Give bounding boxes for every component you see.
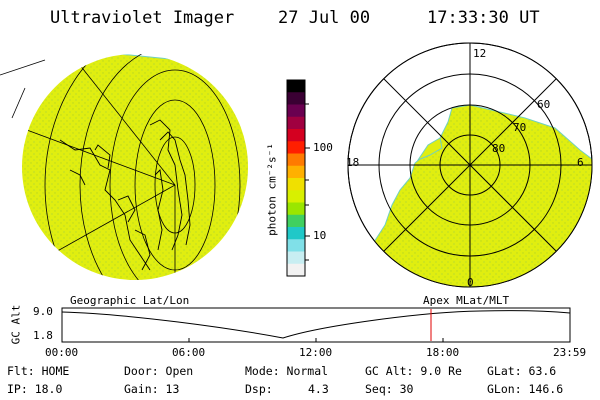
colorbar-segment [287,190,305,203]
colorbar-tick-100: 100 [313,141,333,154]
x-tick-2359: 23:59 [553,346,587,359]
timeline-plot [61,307,571,343]
colorbar-segment [287,214,305,228]
polar-grid [347,42,593,288]
colorbar-segment [287,129,305,142]
colorbar-segment [287,251,305,265]
timeline-left-label: Geographic Lat/Lon [70,294,190,307]
status-gcalt: GC Alt: 9.0 Re [365,364,462,378]
colorbar-segment [287,104,305,118]
y-tick-high: 9.0 [33,305,53,318]
status-glon: GLon: 146.6 [487,382,564,396]
colorbar-unit-label: photon cm⁻²s⁻¹ [265,143,279,236]
colorbar-segment [287,239,305,252]
status-ip: IP: 18.0 [7,382,63,396]
polar-plot [347,42,593,288]
gc-alt-axis-title: GC Alt [9,304,23,345]
colorbar-segment [287,178,305,191]
colorbar [286,79,306,277]
lat-label-80: 80 [492,142,506,155]
colorbar-segment [287,202,305,216]
colorbar-ticks [305,103,310,261]
gc-alt-curve [61,310,571,339]
lat-label-60: 60 [537,98,551,111]
colorbar-tick-10: 10 [313,229,327,242]
colorbar-segment [287,141,305,154]
x-tick-0600: 06:00 [172,346,206,359]
colorbar-segment [287,92,305,105]
date-label: 27 Jul 00 [278,8,371,28]
instrument-title: Ultraviolet Imager [50,8,235,28]
y-tick-low: 1.8 [33,329,53,342]
colorbar-segment [287,165,305,179]
timeline-right-label: Apex MLat/MLT [423,294,510,307]
colorbar-segment [287,153,305,167]
colorbar-segment [287,116,305,130]
time-label: 17:33:30 UT [427,8,540,28]
status-dsp-label: Dsp: [245,382,273,396]
status-flt: Flt: HOME [7,364,70,378]
x-tick-1800: 18:00 [426,346,460,359]
status-gain: Gain: 13 [124,382,180,396]
x-tick-0000: 00:00 [45,346,79,359]
mlt-label-6: 6 [577,156,584,169]
coastlines [59,119,191,271]
colorbar-segment [287,227,305,240]
status-door: Door: Open [124,364,194,378]
mlt-label-0: 0 [467,276,474,289]
lat-label-70: 70 [513,121,527,134]
colorbar-segment [287,263,305,277]
geographic-image [0,54,248,280]
colorbar-segment [287,80,305,93]
colorbar-border [286,79,306,277]
x-tick-1200: 12:00 [299,346,333,359]
mlt-label-18: 18 [346,156,360,169]
status-mode: Mode: Normal [245,364,329,378]
timeline-x-ticks [61,338,571,342]
status-glat: GLat: 63.6 [487,364,557,378]
status-dsp-value: 4.3 [308,382,329,396]
mlt-label-12: 12 [473,47,487,60]
status-seq: Seq: 30 [365,382,414,396]
